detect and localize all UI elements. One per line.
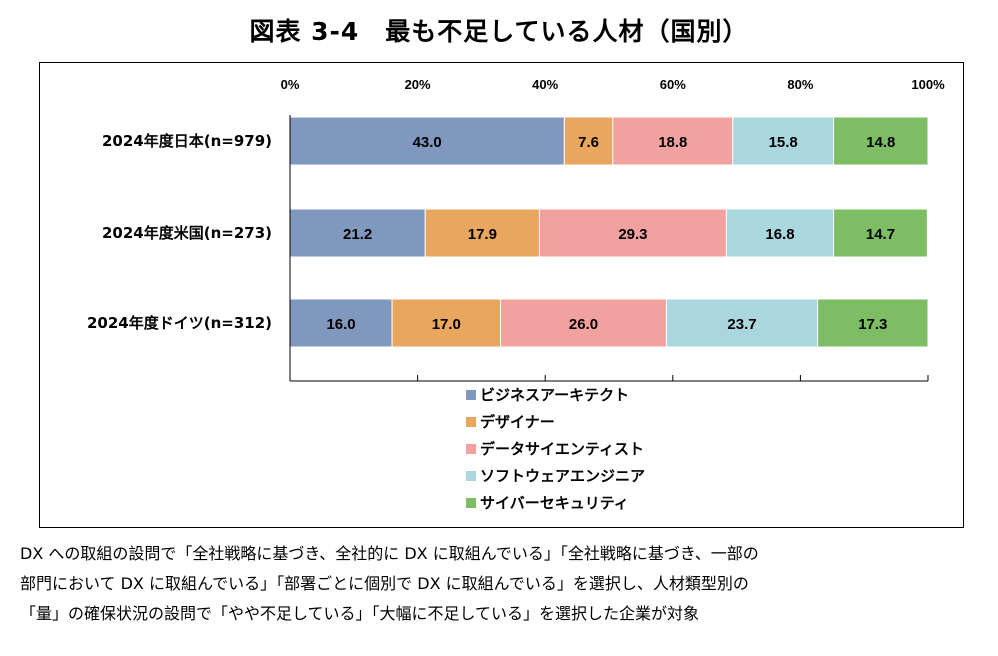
legend-swatch (466, 390, 476, 400)
data-label: 29.3 (618, 226, 647, 243)
bar-segment (833, 208, 928, 258)
legend-label: データサイエンティスト (480, 440, 644, 458)
chart-title: 図表 3-4 最も不足している人材（国別） (249, 17, 749, 46)
data-label: 21.2 (343, 226, 372, 243)
data-label: 18.8 (658, 134, 687, 151)
bar-segment (665, 298, 819, 348)
bar-segment (732, 116, 835, 166)
chart-frame: 0% 20% 40% 60% 80% 100% 2024年度日本(n=979) 43.0 7.6… (39, 62, 964, 528)
x-tick-label: 40% (532, 77, 558, 92)
legend-swatch (466, 444, 476, 454)
data-label: 14.7 (866, 226, 895, 243)
x-tick-label: 100% (911, 77, 945, 92)
bar-segment (391, 298, 502, 348)
bar-segment (500, 298, 667, 348)
bar-segment (289, 208, 426, 258)
bar-segment (725, 208, 835, 258)
data-label: 17.9 (468, 226, 497, 243)
data-label: 16.0 (326, 316, 355, 333)
data-label: 14.8 (866, 134, 895, 151)
data-label: 7.6 (578, 134, 599, 151)
data-label: 23.7 (727, 316, 756, 333)
bar-segment (424, 208, 540, 258)
data-label: 43.0 (413, 134, 442, 151)
x-tick-label: 60% (660, 77, 686, 92)
category-label: 2024年度米国(n=273) (102, 224, 272, 242)
data-label: 26.0 (569, 316, 598, 333)
legend-swatch (466, 417, 476, 427)
legend-label: デザイナー (480, 413, 555, 431)
bar-segment (289, 116, 565, 166)
x-tick-label: 20% (405, 77, 431, 92)
category-label: 2024年度日本(n=979) (102, 132, 272, 150)
data-label: 17.0 (432, 316, 461, 333)
bar-segment (538, 208, 727, 258)
x-tick-label: 80% (787, 77, 813, 92)
footnote-line: DX への取組の設問で「全社戦略に基づき、全社的に DX に取組んでいる」「全社… (20, 544, 759, 563)
legend-label: サイバーセキュリティ (480, 494, 629, 512)
legend-label: ソフトウェアエンジニア (480, 467, 645, 485)
data-label: 17.3 (858, 316, 887, 333)
data-label: 15.8 (769, 134, 798, 151)
footnote-line: 部門において DX に取組んでいる」「部署ごとに個別で DX に取組んでいる」を… (20, 574, 749, 593)
legend-swatch (466, 471, 476, 481)
bar-segment (817, 298, 929, 348)
data-label: 16.8 (765, 226, 794, 243)
stacked-bar-chart: 0% 20% 40% 60% 80% 100% 2024年度日本(n=979) 43.0 7.6… (87, 77, 945, 512)
x-tick-label: 0% (281, 77, 300, 92)
bar-segment (833, 116, 929, 166)
legend-swatch (466, 498, 476, 508)
footnote-line: 「量」の確保状況の設問で「やや不足している」「大幅に不足している」を選択した企業… (20, 604, 700, 623)
footnote: DX への取組の設問で「全社戦略に基づき、全社的に DX に取組んでいる」「全社… (20, 539, 990, 629)
category-label: 2024年度ドイツ(n=312) (87, 314, 272, 332)
bar-segment (289, 298, 393, 348)
legend-label: ビジネスアーキテクト (480, 386, 629, 404)
